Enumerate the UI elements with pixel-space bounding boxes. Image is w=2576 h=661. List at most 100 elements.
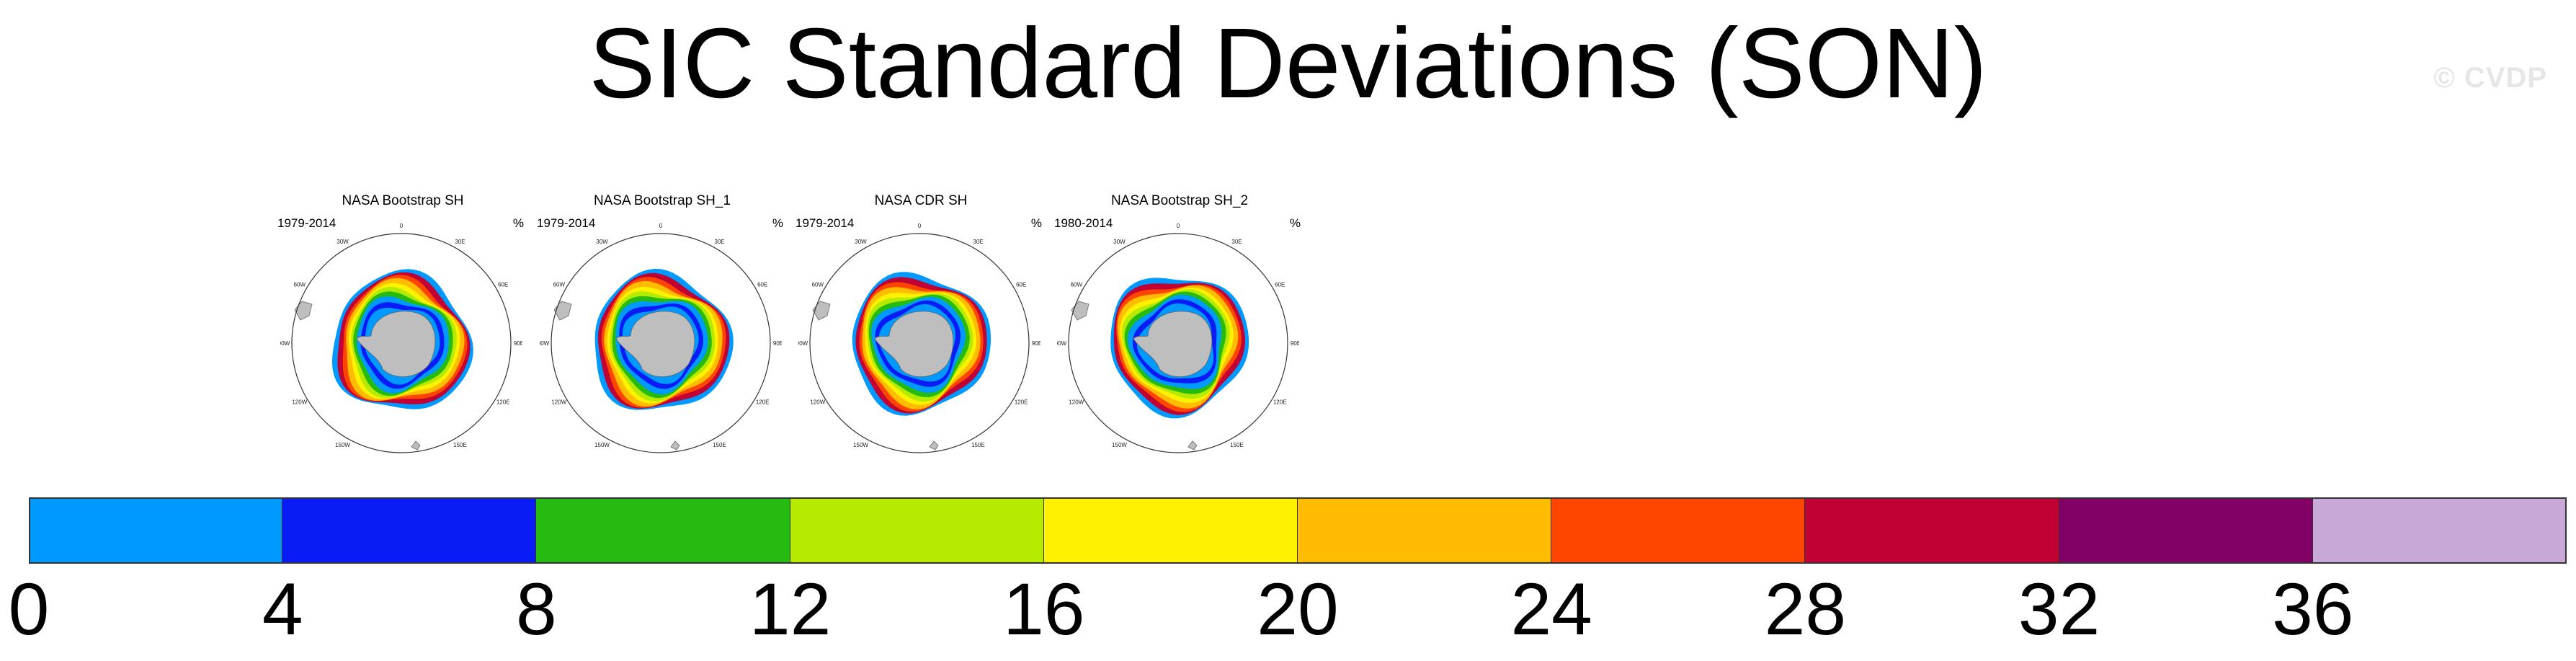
- longitude-label: 30W: [596, 239, 608, 245]
- polar-map: 030E60E90E120E150E180150W120W90W60W30W: [540, 223, 782, 458]
- panel-unit: %: [1030, 216, 1042, 230]
- longitude-label: 120W: [292, 399, 307, 406]
- longitude-label: 30W: [855, 239, 867, 245]
- map-panel: NASA CDR SH 1979-2014% 0 30E 60E 90E 120E 150E 1…: [795, 187, 1046, 458]
- longitude-label: 120E: [1015, 399, 1028, 406]
- panel-title: NASA Bootstrap SH_1: [593, 193, 731, 208]
- longitude-label: 0: [400, 223, 404, 229]
- longitude-label: 120W: [810, 399, 825, 406]
- panel-title: NASA CDR SH: [874, 193, 968, 208]
- map-panel: NASA Bootstrap SH 1979-2014% 0 30E 60E 90E 120…: [277, 187, 528, 458]
- antarctica-land: [615, 311, 695, 378]
- colorbar-bin: [1551, 497, 1806, 564]
- polar-map: 030E60E90E120E150E180150W120W90W60W30W: [280, 223, 522, 458]
- longitude-label: 90E: [1032, 340, 1040, 347]
- longitude-label: 90E: [514, 340, 522, 347]
- longitude-label: 0: [918, 223, 922, 229]
- longitude-label: 150W: [594, 442, 610, 448]
- polar-map: 030E60E90E120E150E180150W120W90W60W30W: [1057, 223, 1299, 458]
- colorbar-bin: [2059, 497, 2313, 564]
- island-land: [1187, 440, 1198, 451]
- colorbar-tick-label: 36: [2272, 568, 2354, 650]
- map-boundary-circle: [291, 233, 512, 453]
- cvdp-watermark: © CVDP: [2433, 62, 2547, 94]
- colorbar-tick-label: 8: [516, 568, 557, 650]
- south-america-land: [294, 301, 313, 321]
- island-land: [929, 440, 939, 451]
- colorbar-bin: [2312, 497, 2567, 564]
- panel-title: NASA Bootstrap SH: [342, 193, 464, 208]
- south-america-land: [812, 301, 831, 321]
- map-boundary-circle: [551, 233, 771, 453]
- longitude-label: 90W: [280, 340, 290, 347]
- panel-years: 1980-2014: [1054, 216, 1113, 230]
- longitude-label: 30E: [973, 239, 983, 245]
- longitude-label: 60E: [1275, 282, 1285, 288]
- longitude-label: 150E: [971, 442, 985, 448]
- colorbar-tick-label: 4: [262, 568, 303, 650]
- longitude-label: 60W: [553, 282, 566, 288]
- longitude-label: 120E: [756, 399, 770, 406]
- longitude-label: 30E: [1231, 239, 1242, 245]
- colorbar-tick-label: 16: [1003, 568, 1085, 650]
- figure-title: SIC Standard Deviations (SON): [589, 8, 1987, 119]
- longitude-label: 150W: [335, 442, 350, 448]
- colorbar-bin: [790, 497, 1044, 564]
- map-boundary-circle: [809, 233, 1030, 453]
- longitude-label: 120E: [1273, 399, 1287, 406]
- panel-unit: %: [772, 216, 783, 230]
- longitude-label: 90E: [773, 340, 782, 347]
- longitude-label: 60E: [498, 282, 508, 288]
- colorbar-tick-label: 12: [749, 568, 832, 650]
- map-panel: NASA Bootstrap SH_2 1980-2014% 0 30E 60E 90E 1…: [1054, 187, 1305, 458]
- longitude-label: 120E: [496, 399, 510, 406]
- colorbar-bin: [29, 497, 283, 564]
- colorbar-bin: [282, 497, 537, 564]
- map-boundary-circle: [1068, 233, 1288, 453]
- colorbar-tick-label: 0: [8, 568, 50, 650]
- longitude-label: 60E: [1016, 282, 1026, 288]
- longitude-label: 30W: [1113, 239, 1126, 245]
- antarctica-land: [356, 311, 436, 378]
- longitude-label: 30E: [714, 239, 724, 245]
- colorbar: [29, 497, 2567, 564]
- panel-title: NASA Bootstrap SH_2: [1110, 193, 1249, 208]
- longitude-label: 60W: [294, 282, 306, 288]
- longitude-label: 120W: [551, 399, 566, 406]
- longitude-label: 90E: [1291, 340, 1299, 347]
- panel-years: 1979-2014: [795, 216, 855, 230]
- colorbar-bin: [1298, 497, 1552, 564]
- longitude-label: 120W: [1069, 399, 1084, 406]
- longitude-label: 30E: [455, 239, 465, 245]
- map-panel: NASA Bootstrap SH_1 1979-2014% 0 30E 60E 90E 1…: [537, 187, 788, 458]
- longitude-label: 150E: [453, 442, 467, 448]
- colorbar-bin: [536, 497, 790, 564]
- polar-map: 030E60E90E120E150E180150W120W90W60W30W: [798, 223, 1040, 458]
- colorbar-tick-label: 24: [1510, 568, 1592, 650]
- longitude-label: 60W: [812, 282, 824, 288]
- panel-years: 1979-2014: [277, 216, 337, 230]
- south-america-land: [553, 301, 572, 321]
- panel-unit: %: [512, 216, 524, 230]
- colorbar-bin: [1805, 497, 2059, 564]
- longitude-label: 150W: [1112, 442, 1127, 448]
- south-america-land: [1071, 301, 1089, 321]
- panel-years: 1979-2014: [537, 216, 596, 230]
- colorbar-tick-label: 28: [1764, 568, 1847, 650]
- colorbar-tick-label: 20: [1257, 568, 1339, 650]
- longitude-label: 0: [1177, 223, 1180, 229]
- longitude-label: 90W: [1057, 340, 1067, 347]
- longitude-label: 90W: [540, 340, 550, 347]
- antarctica-land: [1133, 311, 1213, 378]
- colorbar-tick-label: 32: [2018, 568, 2100, 650]
- longitude-label: 90W: [798, 340, 808, 347]
- longitude-label: 30W: [337, 239, 349, 245]
- island-land: [670, 440, 680, 451]
- longitude-label: 60E: [757, 282, 767, 288]
- longitude-label: 150E: [1230, 442, 1244, 448]
- antarctica-land: [874, 311, 954, 378]
- island-land: [411, 440, 421, 451]
- longitude-label: 60W: [1071, 282, 1083, 288]
- colorbar-bin: [1043, 497, 1298, 564]
- longitude-label: 0: [659, 223, 663, 229]
